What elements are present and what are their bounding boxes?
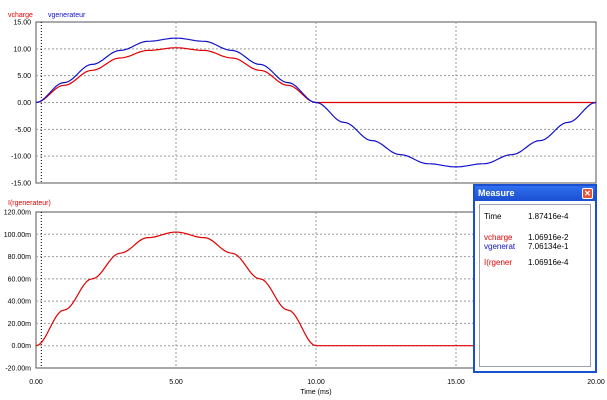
measure-row-value: 1.06916e-4 [528, 258, 569, 267]
x-tick-label: 0.00 [29, 379, 43, 386]
y-tick-label: 40.00m [8, 299, 32, 306]
measure-time-label: Time [484, 212, 502, 221]
measure-row-value: 1.06916e-2 [528, 233, 569, 242]
bottom-plot[interactable]: 120.00m 100.00m 80.00m 60.00m 40.00m 20.00m 0.… [4, 210, 597, 373]
y-tick-label: -10.00 [11, 154, 31, 161]
y-tick-label: 5.00 [17, 73, 31, 80]
trace-label-igen: I(rgenerateur) [8, 200, 51, 207]
trace-label-vgenerateur: vgenerateur [48, 12, 86, 19]
measure-row-label: I(rgener [484, 258, 513, 267]
measure-titlebar[interactable]: Measure ✕ [475, 186, 595, 201]
measure-window[interactable]: Measure ✕ Time 1.87416e-4 vcharge 1.0691… [473, 184, 597, 373]
trace-label-vcharge: vcharge [8, 12, 33, 19]
x-tick-label: 15.00 [447, 379, 465, 386]
top-plot[interactable]: 15.00 10.00 5.00 0.00 -5.00 -10.00 -15.00 [11, 20, 597, 188]
x-tick-label: 20.00 [587, 379, 605, 386]
x-tick-label: 10.00 [307, 379, 325, 386]
measure-time-value: 1.87416e-4 [528, 212, 569, 221]
x-tick-label: 5.00 [169, 379, 183, 386]
y-tick-label: 80.00m [8, 254, 32, 261]
y-tick-label: 0.00 [17, 100, 31, 107]
y-tick-label: 0.00m [12, 343, 32, 350]
y-tick-label: -5.00 [15, 127, 31, 134]
y-tick-label: -15.00 [11, 181, 31, 188]
measure-row-label: vcharge [484, 233, 513, 242]
measure-row-label: vgenerat [484, 242, 516, 251]
y-tick-label: 20.00m [8, 321, 32, 328]
series-line-vgenerateur [35, 37, 597, 168]
x-axis-label: Time (ms) [300, 389, 331, 396]
measure-title: Measure [478, 188, 515, 198]
y-tick-label: 60.00m [8, 276, 32, 283]
y-tick-label: 100.00m [4, 232, 31, 239]
close-icon[interactable]: ✕ [582, 188, 593, 199]
x-axis: 0.00 5.00 10.00 15.00 20.00 Time (ms) [29, 379, 605, 396]
measure-body: Time 1.87416e-4 vcharge 1.06916e-2 vgene… [479, 204, 591, 367]
y-tick-label: 10.00 [13, 46, 31, 53]
y-tick-label: 120.00m [4, 210, 31, 217]
y-tick-label: 15.00 [13, 20, 31, 27]
y-tick-label: -20.00m [5, 366, 31, 373]
measure-row-value: 7.06134e-1 [528, 242, 569, 251]
